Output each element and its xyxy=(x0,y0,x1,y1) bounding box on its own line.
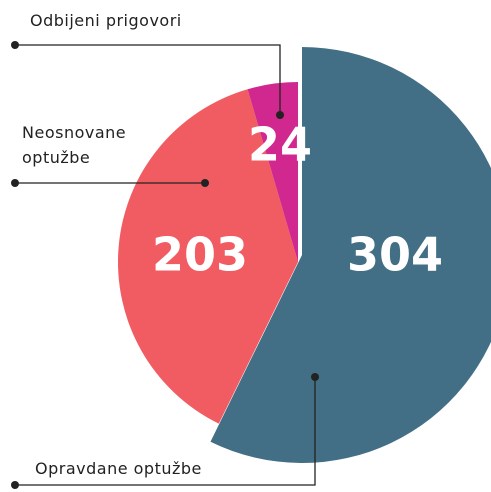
pie-slice xyxy=(247,82,298,262)
leader-line xyxy=(15,377,316,486)
category-label: Odbijeni prigovori xyxy=(30,11,182,30)
leader-dot xyxy=(311,373,319,381)
leader-dot xyxy=(11,41,19,49)
leader-line xyxy=(15,44,281,115)
leader-dot xyxy=(201,179,209,187)
pie-slice xyxy=(117,89,298,424)
category-label: Neosnovane optužbe xyxy=(22,123,127,167)
category-label: Opravdane optužbe xyxy=(35,459,202,478)
data-label: 203 xyxy=(152,228,248,282)
leader-dot xyxy=(11,481,19,489)
leader-dot xyxy=(276,111,284,119)
data-label: 24 xyxy=(248,118,312,172)
leader-dot xyxy=(11,179,19,187)
data-label: 304 xyxy=(347,228,443,282)
pie-slice xyxy=(210,47,491,463)
